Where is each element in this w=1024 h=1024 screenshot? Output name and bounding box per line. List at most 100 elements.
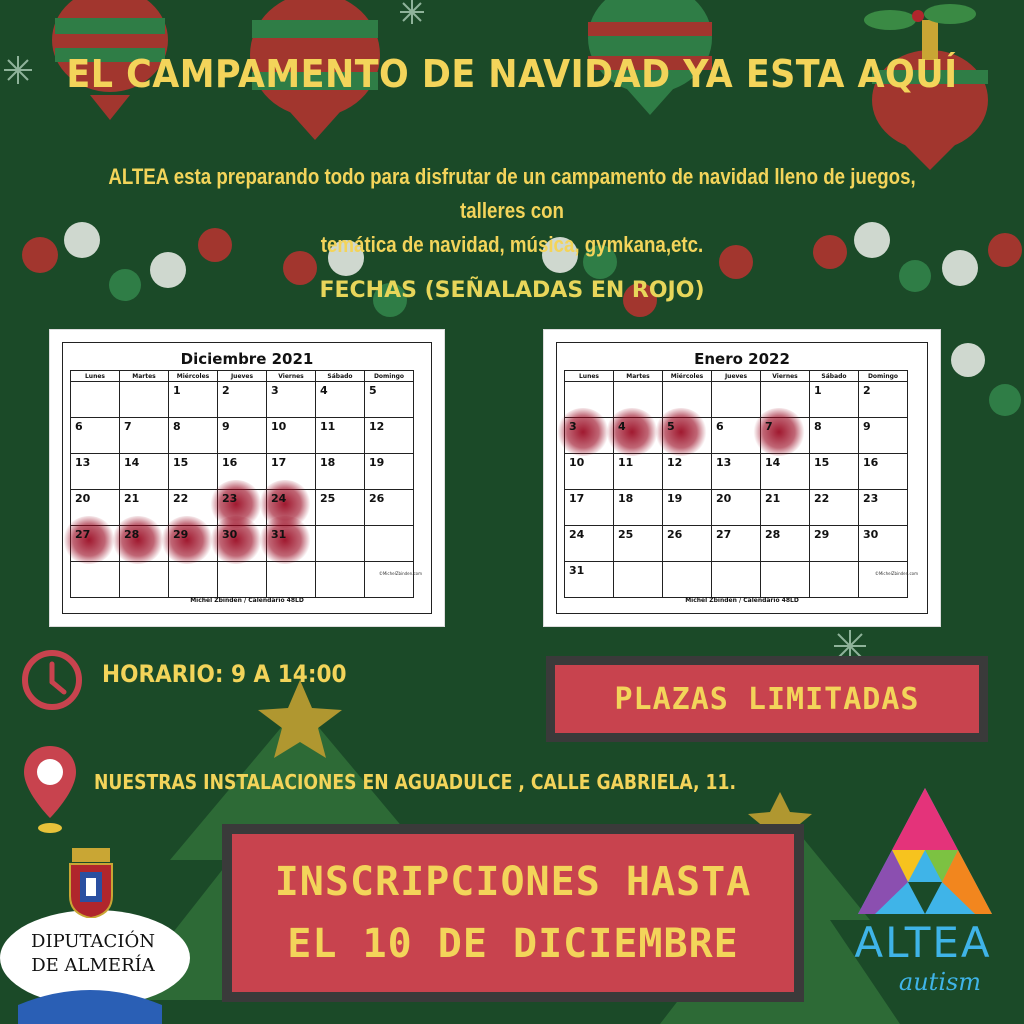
ornament-icon <box>52 0 168 120</box>
ornament-icon <box>250 0 380 140</box>
day-number: 26 <box>667 528 683 541</box>
day-number: 27 <box>75 528 91 541</box>
day-number: 23 <box>222 492 238 505</box>
calendar-day: 9 <box>858 417 908 454</box>
calendar-day: 10 <box>266 417 316 454</box>
calendar-day: 6 <box>711 417 761 454</box>
calendar-day <box>119 561 169 598</box>
calendar-day: 14 <box>119 453 169 490</box>
calendar-day: 16 <box>217 453 267 490</box>
day-number: 12 <box>667 456 683 469</box>
day-number: 8 <box>814 420 822 433</box>
diputacion-line-1: DIPUTACIÓN <box>31 931 155 952</box>
day-number: 15 <box>173 456 189 469</box>
ornament-icon <box>22 222 1022 416</box>
day-number: 26 <box>369 492 385 505</box>
calendar-day: 29 <box>809 525 859 562</box>
coat-of-arms-icon <box>69 848 113 918</box>
calendar-day: 12 <box>662 453 712 490</box>
day-number: 10 <box>271 420 287 433</box>
calendar-december: Diciembre 2021 Lunes Martes Miércoles Jueve… <box>50 330 444 626</box>
holly-icon <box>864 4 976 30</box>
calendar-day: 31 <box>564 561 614 598</box>
weekday-label: Domingo <box>858 370 908 382</box>
day-number: 4 <box>320 384 328 397</box>
weekday-label: Viernes <box>760 370 810 382</box>
weekday-label: Jueves <box>711 370 761 382</box>
day-number: 5 <box>667 420 675 433</box>
day-number: 2 <box>863 384 871 397</box>
calendar-day <box>364 561 414 598</box>
calendar-day: 2 <box>858 381 908 418</box>
calendar-day: 12 <box>364 417 414 454</box>
calendar-week-row: 1 2 3 4 5 <box>70 381 414 418</box>
calendar-day: 11 <box>315 417 365 454</box>
day-number: 12 <box>369 420 385 433</box>
weekday-label: Sábado <box>315 370 365 382</box>
calendar-day: 5 <box>364 381 414 418</box>
calendar-header-row: Lunes Martes Miércoles Jueves Viernes Sábado D… <box>564 370 908 382</box>
weekday-label: Martes <box>613 370 663 382</box>
day-number: 21 <box>765 492 781 505</box>
day-number: 28 <box>124 528 140 541</box>
calendar-week-row: 17 18 19 20 21 22 23 <box>564 489 908 526</box>
day-number: 22 <box>173 492 189 505</box>
weekday-label: Lunes <box>70 370 120 382</box>
day-number: 31 <box>569 564 585 577</box>
day-number: 7 <box>765 420 773 433</box>
day-number: 17 <box>569 492 585 505</box>
day-number: 13 <box>75 456 91 469</box>
calendar-day <box>662 561 712 598</box>
calendar-day: 2 <box>217 381 267 418</box>
calendar-day <box>168 561 218 598</box>
calendar-title: Diciembre 2021 <box>180 350 314 368</box>
inscripciones-line-2: EL 10 DE DICIEMBRE <box>287 921 739 967</box>
calendar-day: 29 <box>161 516 218 565</box>
weekday-label: Miércoles <box>168 370 218 382</box>
calendar-week-row: 31 <box>564 561 908 598</box>
calendar-day: 27 <box>711 525 761 562</box>
day-number: 9 <box>863 420 871 433</box>
calendar-day: 23 <box>858 489 908 526</box>
altea-logo-text: ALTEA <box>854 918 992 967</box>
day-number: 14 <box>124 456 140 469</box>
day-number: 3 <box>271 384 279 397</box>
snowflake-icon <box>4 56 32 84</box>
calendar-day: 25 <box>613 525 663 562</box>
calendar-credit: Michel Zbinden / Calendario 48LD <box>685 597 799 604</box>
calendar-grid: Lunes Martes Miércoles Jueves Viernes Sábado D… <box>557 370 908 598</box>
calendar-day: 31 <box>259 516 316 565</box>
day-number: 19 <box>369 456 385 469</box>
ornament-icon <box>588 0 712 115</box>
calendar-day: 24 <box>564 525 614 562</box>
calendar-day <box>711 561 761 598</box>
day-number: 25 <box>618 528 634 541</box>
calendar-day: 15 <box>809 453 859 490</box>
day-number: 24 <box>569 528 585 541</box>
day-number: 19 <box>667 492 683 505</box>
day-number: 2 <box>222 384 230 397</box>
location-pin-icon <box>24 746 76 833</box>
weekday-label: Viernes <box>266 370 316 382</box>
calendar-day: 3 <box>266 381 316 418</box>
intro-line-1: ALTEA esta preparando todo para disfruta… <box>108 164 916 223</box>
calendar-grid: Lunes Martes Miércoles Jueves Viernes Sábado D… <box>63 370 414 598</box>
calendar-day: 18 <box>613 489 663 526</box>
day-number: 29 <box>173 528 189 541</box>
calendar-title: Enero 2022 <box>694 350 790 368</box>
calendar-day: 4 <box>315 381 365 418</box>
calendar-day: 17 <box>564 489 614 526</box>
calendar-day: 1 <box>809 381 859 418</box>
calendar-week-row: 24 25 26 27 28 29 30 <box>564 525 908 562</box>
weekday-label: Miércoles <box>662 370 712 382</box>
day-number: 18 <box>618 492 634 505</box>
calendar-day <box>315 561 365 598</box>
weekday-label: Jueves <box>217 370 267 382</box>
calendar-day <box>70 561 120 598</box>
calendar-day: 6 <box>70 417 120 454</box>
day-number: 24 <box>271 492 287 505</box>
calendar-week-row: 6 7 8 9 10 11 12 <box>70 417 414 454</box>
day-number: 17 <box>271 456 287 469</box>
calendar-day: 4 <box>606 408 663 457</box>
day-number: 16 <box>863 456 879 469</box>
